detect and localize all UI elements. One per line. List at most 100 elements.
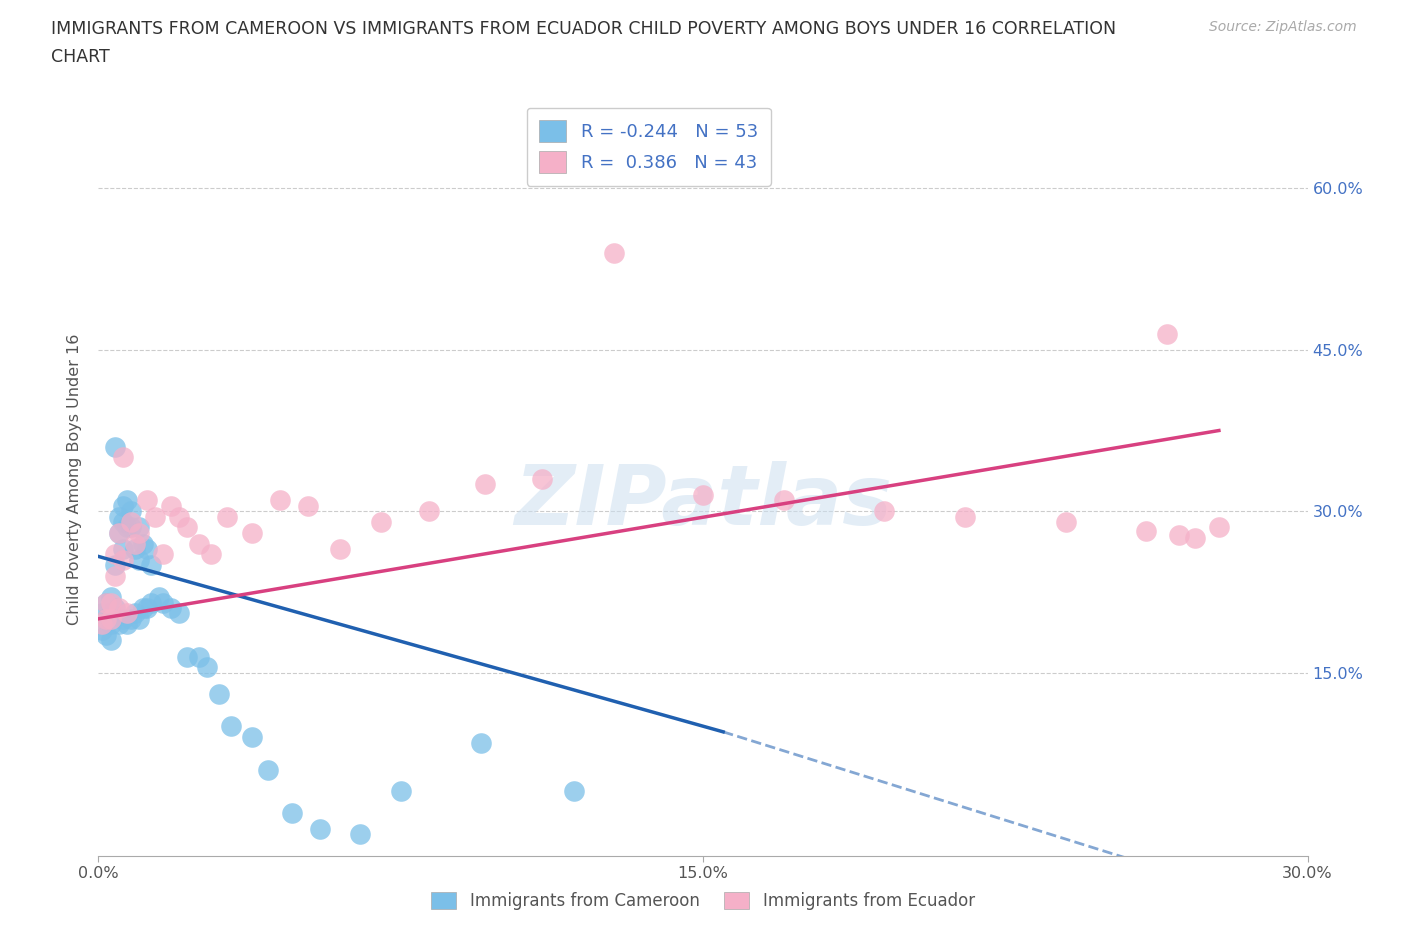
Point [135,541,157,556]
Point [120,611,142,626]
Point [188,536,211,551]
Point [167,510,190,525]
Point [562,784,585,799]
Point [297,498,319,513]
Point [474,477,496,492]
Text: Source: ZipAtlas.com: Source: ZipAtlas.com [1209,20,1357,34]
Point [120,504,142,519]
Point [221,719,243,734]
Point [370,514,392,529]
Point [1184,531,1206,546]
Point [124,541,146,556]
Legend: Immigrants from Cameroon, Immigrants from Ecuador: Immigrants from Cameroon, Immigrants fro… [425,885,981,917]
Point [124,606,146,621]
Point [1156,326,1178,341]
Point [115,493,138,508]
Point [111,450,134,465]
Point [176,520,198,535]
Y-axis label: Child Poverty Among Boys Under 16: Child Poverty Among Boys Under 16 [67,333,83,625]
Text: CHART: CHART [51,48,110,66]
Point [603,246,626,260]
Point [96,611,118,626]
Legend: R = -0.244   N = 53, R =  0.386   N = 43: R = -0.244 N = 53, R = 0.386 N = 43 [527,108,770,186]
Point [873,504,896,519]
Point [96,611,118,626]
Point [148,590,170,604]
Point [120,514,142,529]
Point [124,536,146,551]
Point [1135,524,1157,538]
Point [91,622,114,637]
Point [107,617,129,631]
Text: ZIPatlas: ZIPatlas [515,461,891,542]
Point [1054,514,1077,529]
Point [107,525,129,540]
Point [96,595,118,610]
Point [120,520,142,535]
Text: IMMIGRANTS FROM CAMEROON VS IMMIGRANTS FROM ECUADOR CHILD POVERTY AMONG BOYS UND: IMMIGRANTS FROM CAMEROON VS IMMIGRANTS F… [51,20,1116,38]
Point [111,552,134,567]
Point [139,558,162,573]
Point [152,547,174,562]
Point [281,805,304,820]
Point [200,547,222,562]
Point [139,595,162,610]
Point [111,541,134,556]
Point [111,514,134,529]
Point [953,510,976,525]
Point [160,601,183,616]
Point [100,617,122,631]
Point [240,525,263,540]
Point [107,510,129,525]
Point [115,520,138,535]
Point [530,472,553,486]
Point [1208,520,1230,535]
Point [176,649,198,664]
Point [167,606,190,621]
Point [208,686,231,701]
Point [103,558,125,573]
Point [115,606,138,621]
Point [143,510,166,525]
Point [256,762,278,777]
Point [111,611,134,626]
Point [309,821,332,836]
Point [103,568,125,583]
Point [96,595,118,610]
Point [103,601,125,616]
Point [135,493,157,508]
Point [389,784,412,799]
Point [107,525,129,540]
Point [115,617,138,631]
Point [111,498,134,513]
Point [195,660,218,675]
Point [128,611,150,626]
Point [128,520,150,535]
Point [269,493,291,508]
Point [418,504,440,519]
Point [100,595,122,610]
Point [100,611,122,626]
Point [91,606,114,621]
Point [128,525,150,540]
Point [103,547,125,562]
Point [692,487,714,502]
Point [772,493,794,508]
Point [103,439,125,454]
Point [1167,527,1189,542]
Point [349,827,371,842]
Point [128,552,150,567]
Point [132,536,155,551]
Point [152,595,174,610]
Point [91,617,114,631]
Point [470,735,492,750]
Point [107,601,129,616]
Point [188,649,211,664]
Point [132,601,155,616]
Point [96,628,118,643]
Point [100,633,122,648]
Point [329,541,352,556]
Point [100,606,122,621]
Point [135,601,157,616]
Point [217,510,239,525]
